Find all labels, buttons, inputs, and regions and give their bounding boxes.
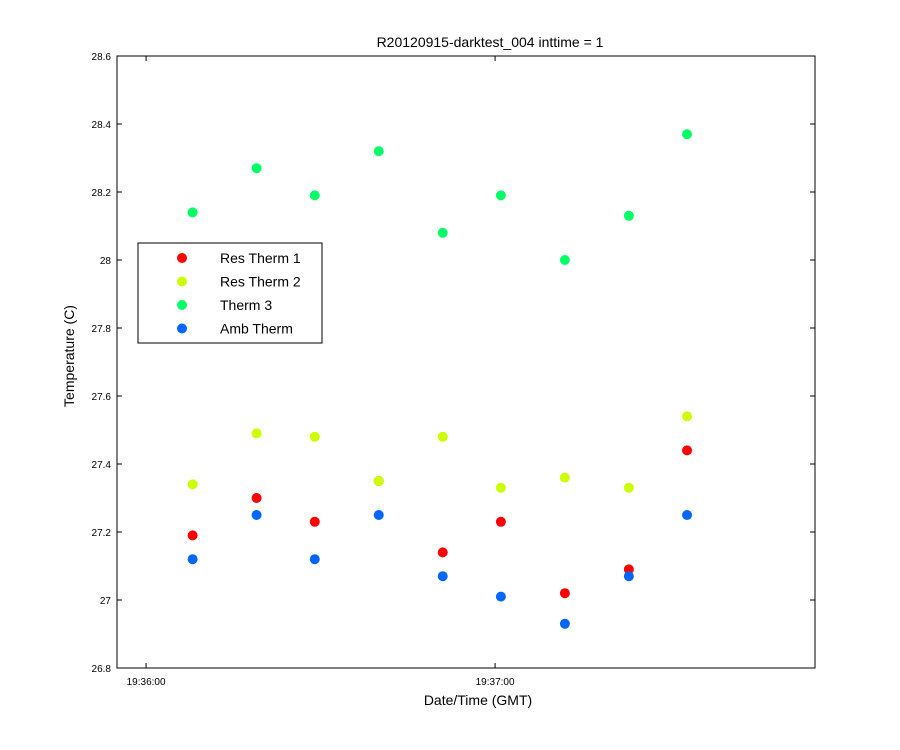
legend-label-therm-3: Therm 3: [220, 297, 272, 313]
point-res-therm-2: [437, 431, 448, 442]
y-tick-label: 27.2: [92, 528, 112, 539]
legend-label-amb-therm: Amb Therm: [220, 321, 293, 337]
point-res-therm-1: [495, 516, 506, 527]
point-res-therm-2: [682, 411, 693, 422]
y-tick-label: 28: [100, 256, 112, 267]
point-amb-therm: [373, 510, 384, 520]
x-tick-label: 19:36:00: [127, 677, 166, 688]
point-res-therm-1: [187, 530, 198, 541]
point-therm-3: [682, 129, 693, 140]
point-therm-3: [251, 163, 262, 174]
legend: Res Therm 1 Res Therm 2 Therm 3 Amb Therm: [137, 242, 323, 344]
point-amb-therm: [309, 554, 320, 565]
legend-box: [137, 242, 323, 344]
point-amb-therm: [623, 571, 634, 582]
point-amb-therm: [495, 591, 506, 602]
point-therm-3: [373, 146, 384, 157]
y-tick-label: 27.4: [92, 460, 112, 471]
point-res-therm-1: [437, 547, 448, 558]
data-points: [187, 129, 693, 629]
x-tick-label: 19:37:00: [476, 677, 515, 688]
point-res-therm-1: [309, 516, 320, 527]
point-therm-3: [559, 255, 570, 265]
x-axis-ticks: 19:36:00 19:37:00: [127, 56, 515, 688]
y-tick-label: 27.6: [92, 392, 112, 403]
point-therm-3: [309, 190, 320, 201]
point-amb-therm: [251, 510, 262, 520]
point-therm-3: [437, 227, 448, 238]
chart-title: R20120915-darktest_004 inttime = 1: [377, 34, 604, 50]
point-amb-therm: [437, 571, 448, 582]
point-therm-3: [187, 207, 198, 218]
legend-marker-therm-3: [177, 300, 187, 310]
legend-marker-res-therm-1: [177, 253, 187, 263]
point-amb-therm: [559, 618, 570, 629]
point-res-therm-2: [309, 431, 320, 442]
x-axis-label: Date/Time (GMT): [424, 692, 532, 708]
point-therm-3: [623, 210, 634, 221]
point-res-therm-2: [623, 482, 634, 493]
legend-marker-res-therm-2: [177, 276, 187, 287]
point-res-therm-2: [187, 479, 198, 490]
legend-label-res-therm-2: Res Therm 2: [220, 274, 301, 290]
y-tick-label: 26.8: [92, 664, 112, 675]
y-tick-label: 27.8: [92, 324, 112, 335]
point-res-therm-1: [251, 493, 262, 503]
point-res-therm-1: [559, 588, 570, 599]
plot-area: [116, 55, 816, 669]
point-res-therm-2: [373, 476, 384, 486]
y-tick-label: 27: [100, 596, 112, 607]
point-res-therm-2: [559, 472, 570, 483]
y-tick-label: 28.4: [92, 120, 112, 131]
point-res-therm-1: [682, 445, 693, 456]
point-amb-therm: [682, 510, 693, 520]
legend-label-res-therm-1: Res Therm 1: [220, 250, 301, 266]
y-axis-label: Temperature (C): [61, 305, 77, 407]
y-tick-label: 28.2: [92, 188, 112, 199]
point-res-therm-2: [495, 482, 506, 493]
point-res-therm-2: [251, 428, 262, 439]
y-axis-ticks: 26.8 27 27.2 27.4 27.6 27.8 28 28.2 28.4 28.6: [92, 52, 815, 675]
point-amb-therm: [187, 554, 198, 565]
legend-marker-amb-therm: [177, 323, 187, 334]
point-therm-3: [495, 190, 506, 201]
y-tick-label: 28.6: [92, 52, 112, 63]
